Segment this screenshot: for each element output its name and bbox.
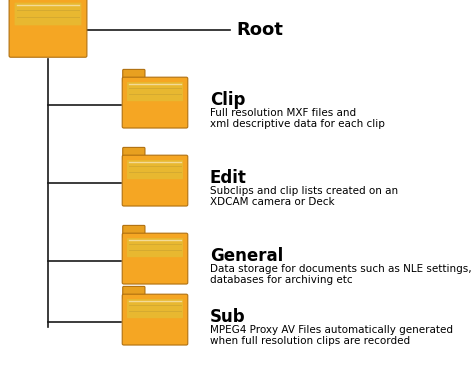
Text: xml descriptive data for each clip: xml descriptive data for each clip	[210, 119, 385, 129]
FancyBboxPatch shape	[127, 299, 183, 318]
FancyBboxPatch shape	[123, 69, 145, 82]
Text: Full resolution MXF files and: Full resolution MXF files and	[210, 108, 356, 118]
FancyBboxPatch shape	[127, 238, 183, 257]
FancyBboxPatch shape	[123, 287, 145, 299]
FancyBboxPatch shape	[9, 0, 87, 57]
FancyBboxPatch shape	[127, 160, 183, 179]
FancyBboxPatch shape	[122, 155, 188, 206]
FancyBboxPatch shape	[122, 294, 188, 345]
Text: Data storage for documents such as NLE settings,: Data storage for documents such as NLE s…	[210, 264, 472, 274]
Text: Edit: Edit	[210, 169, 247, 187]
Text: Clip: Clip	[210, 91, 246, 109]
FancyBboxPatch shape	[123, 147, 145, 160]
Text: Root: Root	[236, 21, 283, 39]
Text: when full resolution clips are recorded: when full resolution clips are recorded	[210, 336, 410, 346]
Text: Subclips and clip lists created on an: Subclips and clip lists created on an	[210, 186, 398, 196]
FancyBboxPatch shape	[123, 226, 145, 238]
Text: Sub: Sub	[210, 308, 246, 326]
Text: MPEG4 Proxy AV Files automatically generated: MPEG4 Proxy AV Files automatically gener…	[210, 325, 453, 335]
FancyBboxPatch shape	[15, 3, 82, 25]
Text: General: General	[210, 247, 283, 265]
FancyBboxPatch shape	[127, 82, 183, 101]
FancyBboxPatch shape	[9, 0, 36, 1]
FancyBboxPatch shape	[122, 233, 188, 284]
FancyBboxPatch shape	[122, 77, 188, 128]
Text: XDCAM camera or Deck: XDCAM camera or Deck	[210, 197, 335, 207]
Text: databases for archiving etc: databases for archiving etc	[210, 275, 353, 285]
